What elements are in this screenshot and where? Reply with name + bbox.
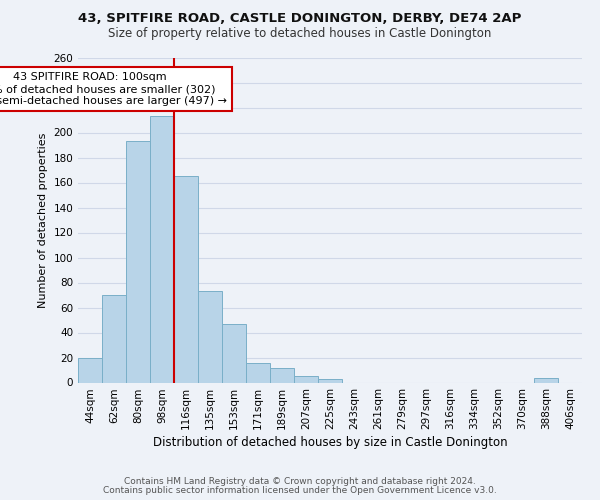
Bar (126, 141, 150, 382)
Bar (150, 116, 174, 382)
Bar (246, 362, 270, 382)
Text: 43, SPITFIRE ROAD, CASTLE DONINGTON, DERBY, DE74 2AP: 43, SPITFIRE ROAD, CASTLE DONINGTON, DER… (79, 12, 521, 26)
X-axis label: Distribution of detached houses by size in Castle Donington: Distribution of detached houses by size … (152, 436, 508, 450)
Bar (318, 379, 342, 382)
Bar (534, 378, 558, 382)
Y-axis label: Number of detached properties: Number of detached properties (38, 132, 48, 308)
Bar (102, 295, 126, 382)
Bar (78, 358, 102, 382)
Text: Contains public sector information licensed under the Open Government Licence v3: Contains public sector information licen… (103, 486, 497, 495)
Bar (294, 376, 318, 382)
Bar (270, 368, 294, 382)
Text: Contains HM Land Registry data © Crown copyright and database right 2024.: Contains HM Land Registry data © Crown c… (124, 477, 476, 486)
Text: 43 SPITFIRE ROAD: 100sqm
← 37% of detached houses are smaller (302)
61% of semi-: 43 SPITFIRE ROAD: 100sqm ← 37% of detach… (0, 72, 227, 106)
Text: Size of property relative to detached houses in Castle Donington: Size of property relative to detached ho… (109, 28, 491, 40)
Bar (174, 176, 198, 382)
Bar (222, 324, 246, 382)
Bar (198, 291, 222, 382)
